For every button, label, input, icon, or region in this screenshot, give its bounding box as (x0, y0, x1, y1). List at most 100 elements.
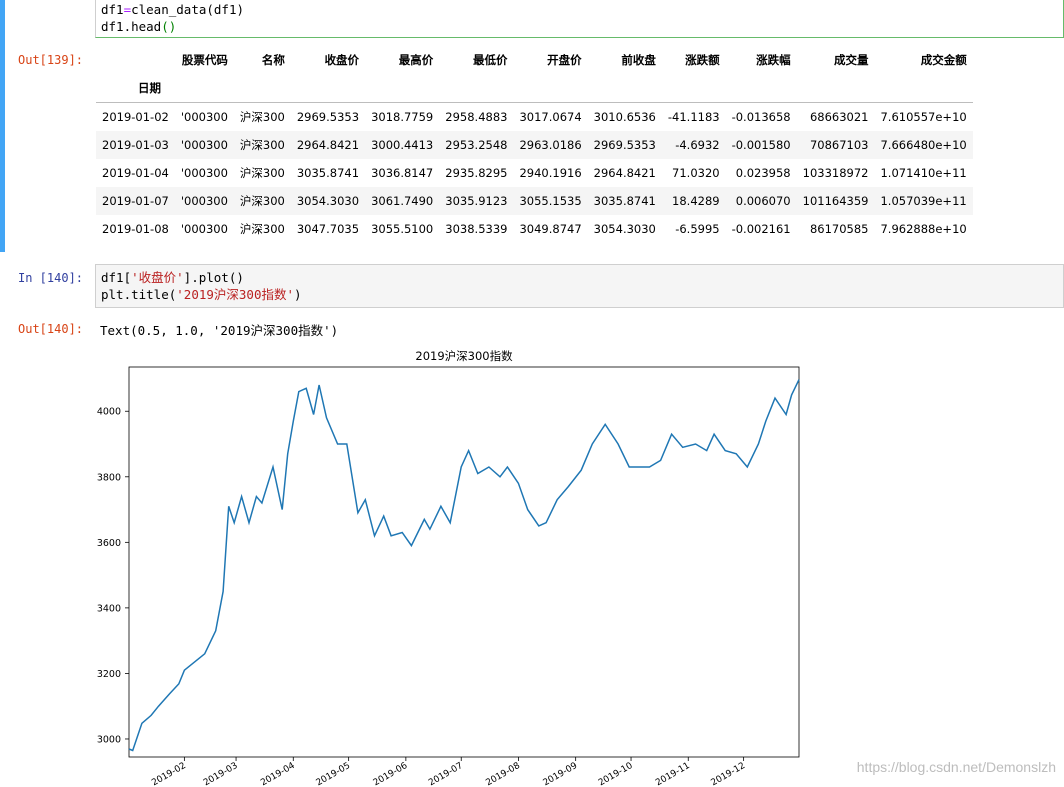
col-header: 最低价 (472, 53, 508, 67)
table-cell: 70867103 (809, 138, 869, 152)
plot-area (128, 366, 800, 758)
table-row: 2019-01-08 '000300 沪深300 3047.7035 3055.5100… (96, 215, 973, 243)
x-tick-label: 2019-12 (710, 761, 748, 787)
col-header: 涨跌额 (685, 53, 720, 67)
code-line-2: plt.title('2019沪深300指数') (101, 287, 302, 302)
table-cell: 3055.5100 (371, 222, 434, 236)
table-cell: 2935.8295 (445, 166, 508, 180)
x-tick-label: 2019-04 (259, 761, 297, 787)
table-cell: '000300 (180, 166, 228, 180)
table-cell: 2964.8421 (296, 138, 360, 152)
x-tick-label: 2019-09 (542, 761, 580, 787)
table-cell: 沪深300 (239, 110, 285, 124)
col-header: 前收盘 (621, 53, 656, 67)
table-cell: 7.962888e+10 (880, 222, 967, 236)
code-editor-140[interactable]: df1['收盘价'].plot() plt.title('2019沪深300指数… (95, 264, 1064, 308)
table-cell: 103318972 (802, 166, 869, 180)
table-cell: -0.013658 (731, 110, 791, 124)
table-cell: 3000.4413 (371, 138, 434, 152)
table-cell: 沪深300 (239, 222, 285, 236)
y-tick-label: 3600 (97, 538, 121, 549)
watermark: https://blog.csdn.net/Demonslzh (856, 759, 1056, 775)
x-tick-label: 2019-05 (315, 761, 353, 787)
col-header: 收盘价 (324, 53, 360, 67)
table-cell: 7.610557e+10 (880, 110, 967, 124)
y-tick-label: 3400 (97, 603, 121, 614)
table-cell: 68663021 (809, 110, 869, 124)
x-tick-label: 2019-08 (484, 761, 522, 787)
table-cell: 101164359 (802, 194, 869, 208)
y-tick-label: 3000 (97, 734, 121, 745)
table-cell: 86170585 (809, 222, 869, 236)
table-cell: 2958.4883 (445, 110, 508, 124)
table-cell: -41.1183 (667, 110, 720, 124)
table-cell: 2969.5353 (296, 110, 360, 124)
table-cell: 3010.6536 (593, 110, 656, 124)
code-line-1: df1=clean_data(df1) (101, 2, 244, 17)
in-prompt-140: In [140]: (18, 271, 84, 285)
table-cell: 沪深300 (239, 194, 285, 208)
table-cell: 3017.0674 (519, 110, 582, 124)
y-tick-label: 3200 (97, 669, 121, 680)
cell-139[interactable]: df1=clean_data(df1) df1.head() Out[139]:… (0, 0, 1064, 252)
table-cell: 2940.1916 (519, 166, 582, 180)
table-cell: 3035.9123 (445, 194, 508, 208)
table-cell: 3049.8747 (519, 222, 582, 236)
table-cell: 2969.5353 (593, 138, 656, 152)
dataframe-table: 股票代码 名称 收盘价 最高价 最低价 开盘价 前收盘 涨跌额 涨跌幅 成交量 … (96, 46, 973, 243)
row-index: 2019-01-07 (102, 194, 169, 208)
table-cell: 3035.8741 (296, 166, 360, 180)
table-cell: -4.6932 (675, 138, 720, 152)
row-index: 2019-01-04 (102, 166, 169, 180)
index-name: 日期 (138, 81, 161, 95)
x-tick-label: 2019-06 (372, 761, 410, 787)
x-tick-label: 2019-11 (654, 761, 692, 787)
table-cell: 3055.1535 (519, 194, 582, 208)
col-header: 成交金额 (920, 53, 967, 67)
table-cell: '000300 (180, 110, 228, 124)
table-cell: -6.5995 (675, 222, 720, 236)
chart-title: 2019沪深300指数 (415, 349, 513, 363)
series-line-close (128, 379, 800, 752)
cell-selection-bar (0, 0, 5, 252)
table-cell: '000300 (180, 222, 228, 236)
x-tick-label: 2019-10 (597, 761, 635, 787)
y-tick-label: 4000 (97, 407, 121, 418)
table-cell: 3036.8147 (371, 166, 434, 180)
table-cell: 1.071410e+11 (880, 166, 967, 180)
col-header: 最高价 (398, 53, 434, 67)
col-header: 涨跌幅 (756, 53, 791, 67)
table-cell: 沪深300 (239, 166, 285, 180)
table-cell: 3054.3030 (296, 194, 360, 208)
code-line-2: df1.head() (101, 19, 177, 34)
col-header: 开盘价 (547, 53, 582, 67)
x-tick-label: 2019-02 (150, 761, 188, 787)
column-header-row: 股票代码 名称 收盘价 最高价 最低价 开盘价 前收盘 涨跌额 涨跌幅 成交量 … (96, 46, 973, 74)
table-cell: 2963.0186 (519, 138, 582, 152)
index-name-row: 日期 (96, 74, 973, 103)
table-cell: '000300 (180, 138, 228, 152)
table-cell: 2953.2548 (445, 138, 508, 152)
row-index: 2019-01-03 (102, 138, 169, 152)
table-cell: 3038.5339 (445, 222, 508, 236)
out-prompt-140: Out[140]: (18, 322, 84, 336)
table-row: 2019-01-02 '000300 沪深300 2969.5353 3018.7759… (96, 102, 973, 131)
table-cell: -0.002161 (731, 222, 791, 236)
y-tick-label: 3800 (97, 472, 121, 483)
table-cell: 71.0320 (672, 166, 720, 180)
output-text-140: Text(0.5, 1.0, '2019沪深300指数') (100, 323, 339, 338)
x-tick-label: 2019-07 (427, 761, 465, 787)
code-line-1: df1['收盘价'].plot() (101, 270, 244, 285)
table-row: 2019-01-07 '000300 沪深300 3054.3030 3061.7490… (96, 187, 973, 215)
table-cell: 3018.7759 (371, 110, 434, 124)
table-cell: 0.006070 (735, 194, 791, 208)
table-cell: 2964.8421 (593, 166, 656, 180)
code-editor-139[interactable]: df1=clean_data(df1) df1.head() (95, 0, 1064, 38)
table-cell: 0.023958 (735, 166, 791, 180)
col-header: 名称 (261, 53, 285, 67)
col-header: 成交量 (833, 53, 869, 67)
table-cell: -0.001580 (731, 138, 791, 152)
table-cell: 3047.7035 (296, 222, 360, 236)
table-cell: 3035.8741 (593, 194, 656, 208)
x-tick-label: 2019-03 (202, 761, 240, 787)
